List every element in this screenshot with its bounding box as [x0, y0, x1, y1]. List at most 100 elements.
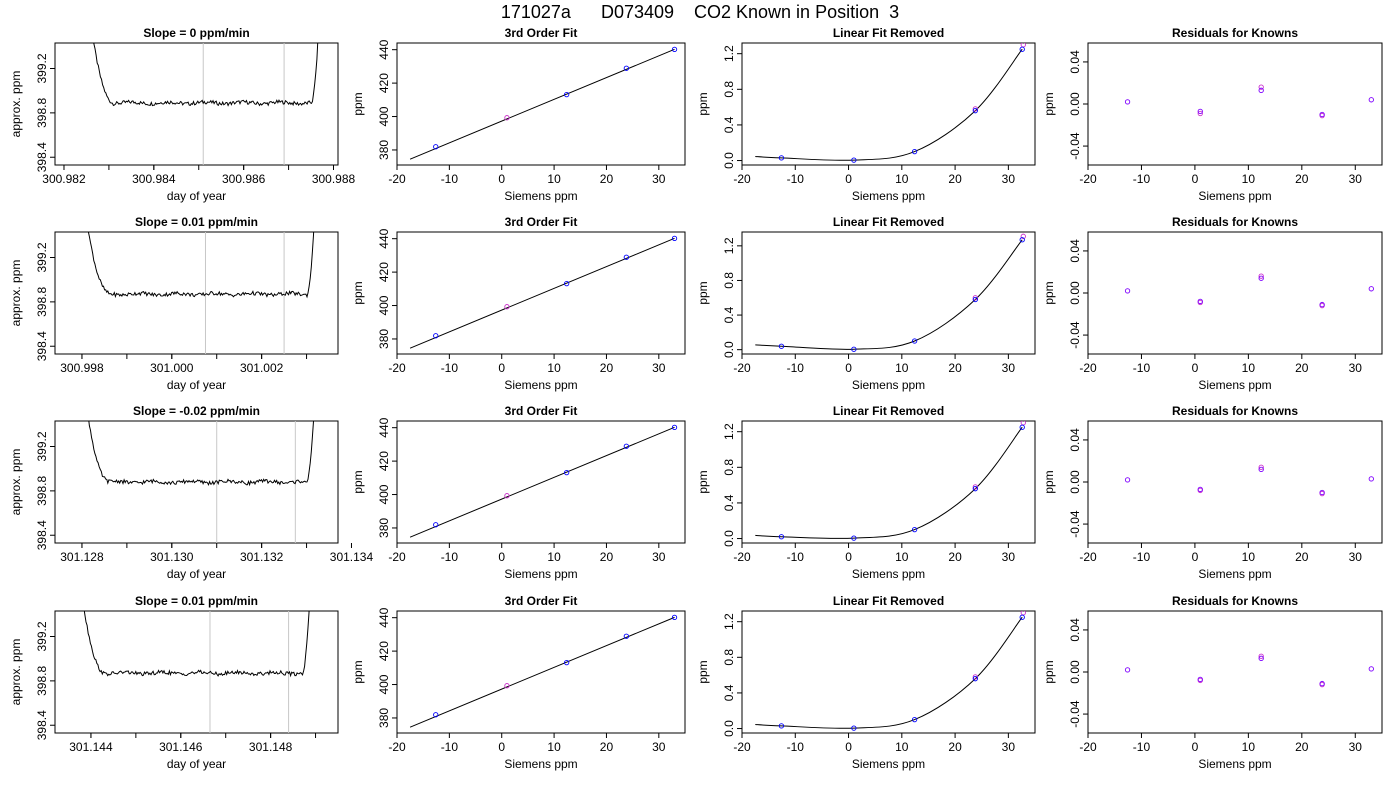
- plot-area: [409, 614, 678, 728]
- known-point-alt: [1258, 84, 1264, 90]
- x-tick-label: 0: [1192, 740, 1199, 754]
- x-axis-label: Siemens ppm: [1198, 567, 1271, 581]
- y-tick-label: 0.0: [722, 530, 736, 547]
- known-point: [1319, 301, 1325, 308]
- x-tick-label: -10: [441, 740, 459, 754]
- x-tick-label: -10: [441, 172, 459, 186]
- x-tick-label: -10: [787, 172, 805, 186]
- y-tick-label: 0.0: [722, 720, 736, 737]
- known-point-alt: [972, 674, 978, 680]
- known-point: [911, 148, 918, 155]
- known-point: [433, 144, 439, 150]
- known-point: [851, 725, 857, 731]
- known-point: [851, 346, 857, 352]
- known-point: [1197, 108, 1203, 115]
- x-tick-label: 30: [1002, 361, 1016, 375]
- y-axis-label: ppm: [696, 92, 710, 115]
- known-point: [1368, 476, 1374, 482]
- y-tick-label: 0.8: [722, 272, 736, 289]
- known-point: [1019, 614, 1025, 620]
- x-tick-label: -10: [787, 550, 805, 564]
- x-tick-label: 301.148: [249, 740, 293, 754]
- x-tick-label: 10: [1242, 361, 1256, 375]
- y-tick-label: 0.8: [722, 649, 736, 666]
- y-tick-label: 380: [377, 329, 391, 349]
- x-tick-label: 20: [948, 550, 962, 564]
- plot-frame: [396, 42, 686, 166]
- x-tick-label: 301.128: [60, 550, 104, 564]
- x-tick-label: 30: [652, 172, 666, 186]
- panel-title: Linear Fit Removed: [833, 26, 944, 40]
- y-tick-label: 440: [377, 417, 391, 437]
- y-tick-label: 1.2: [722, 237, 736, 254]
- x-tick-label: 30: [1349, 740, 1363, 754]
- y-tick-label: 380: [377, 140, 391, 160]
- x-tick-label: 30: [1349, 172, 1363, 186]
- x-tick-label: -20: [388, 550, 406, 564]
- plot-area: [755, 43, 1026, 163]
- x-axis-label: Siemens ppm: [504, 189, 577, 203]
- y-tick-label: 399.2: [35, 242, 49, 272]
- panel-title: Linear Fit Removed: [833, 404, 944, 418]
- panel-1-2: Linear Fit Removed -20 -10 0 10 20 30 0.0 0.4 0.8…: [696, 215, 1036, 392]
- plot-frame: [54, 42, 339, 166]
- known-point: [911, 526, 918, 533]
- y-tick-label: 398.4: [35, 331, 49, 361]
- x-tick-label: 30: [1349, 361, 1363, 375]
- known-point: [1197, 298, 1203, 305]
- concentration-trace: [93, 43, 319, 107]
- known-point: [623, 65, 630, 71]
- known-point: [1197, 486, 1203, 493]
- plot-area: [93, 43, 319, 165]
- x-axis-label: Siemens ppm: [1198, 378, 1271, 392]
- plot-area: [83, 611, 310, 733]
- fit-line: [409, 237, 675, 349]
- x-tick-label: 10: [895, 550, 909, 564]
- known-point: [564, 280, 570, 287]
- plot-area: [1124, 84, 1374, 119]
- y-axis-label: ppm: [696, 660, 710, 683]
- x-tick-label: -10: [1133, 550, 1151, 564]
- y-tick-label: 398.4: [35, 710, 49, 740]
- panel-2-1: 3rd Order Fit -20 -10 0 10 20 30 380 400 420 440 Si…: [351, 404, 686, 581]
- plot-frame: [741, 42, 1036, 166]
- x-tick-label: 20: [600, 740, 614, 754]
- known-point: [1319, 111, 1325, 118]
- known-point: [1019, 237, 1025, 243]
- x-tick-label: -20: [388, 740, 406, 754]
- y-tick-label: 1.2: [722, 613, 736, 630]
- y-tick-label: 0.4: [722, 306, 736, 323]
- x-tick-label: -10: [787, 361, 805, 375]
- y-tick-label: 0.00: [1068, 281, 1082, 305]
- x-tick-label: -20: [733, 550, 751, 564]
- x-tick-label: 10: [547, 740, 561, 754]
- x-tick-label: 20: [1295, 172, 1309, 186]
- y-tick-label: 0.0: [722, 152, 736, 169]
- known-point: [1258, 87, 1264, 93]
- plot-area: [88, 421, 315, 543]
- y-tick-label: 400: [377, 484, 391, 504]
- panel-2-0: Slope = -0.02 ppm/min 301.128 301.130 301.1…: [9, 404, 373, 581]
- plot-frame: [54, 610, 339, 734]
- y-tick-label: 0.00: [1068, 92, 1082, 116]
- fit-curve: [755, 239, 1023, 350]
- x-tick-label: 0: [498, 172, 505, 186]
- known-point: [851, 157, 857, 163]
- known-point: [623, 633, 630, 639]
- plot-area: [1124, 653, 1374, 688]
- plot-area: [755, 611, 1026, 731]
- x-tick-label: -10: [1133, 740, 1151, 754]
- x-tick-label: 10: [547, 550, 561, 564]
- y-axis-label: ppm: [1042, 660, 1056, 683]
- x-tick-label: 0: [845, 550, 852, 564]
- plot-frame: [54, 231, 339, 355]
- known-point: [504, 115, 510, 121]
- panel-title: 3rd Order Fit: [505, 215, 578, 229]
- x-tick-label: -10: [787, 740, 805, 754]
- y-tick-label: 420: [377, 451, 391, 471]
- x-axis-label: day of year: [167, 757, 226, 771]
- y-tick-label: 399.2: [35, 431, 49, 461]
- x-tick-label: 20: [948, 361, 962, 375]
- known-point-alt: [972, 295, 978, 301]
- known-point-alt: [972, 106, 978, 112]
